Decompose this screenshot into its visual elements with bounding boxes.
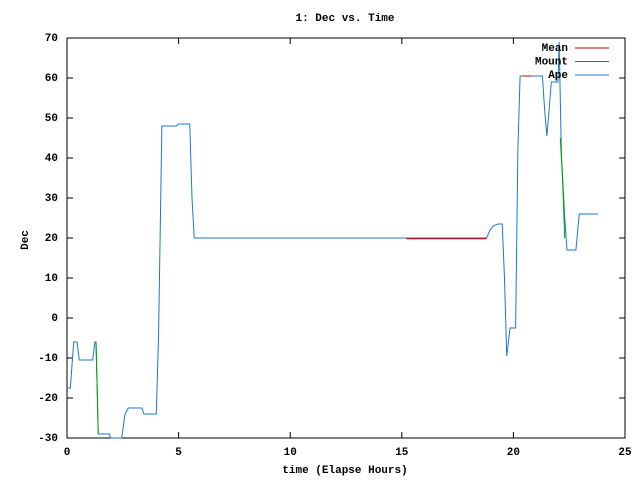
x-tick-label: 15 xyxy=(395,447,409,459)
y-axis-label: Dec xyxy=(20,230,32,250)
y-tick-label: -20 xyxy=(38,393,58,405)
x-tick-label: 10 xyxy=(284,447,297,459)
y-tick-label: 20 xyxy=(45,233,58,245)
x-tick-label: 25 xyxy=(618,447,632,459)
x-tick-label: 20 xyxy=(507,447,520,459)
legend-label: Mean xyxy=(542,43,568,55)
legend-label: Ape xyxy=(548,70,568,82)
y-tick-label: -30 xyxy=(38,433,58,445)
series-line xyxy=(559,137,566,239)
y-tick-label: 70 xyxy=(45,33,58,45)
y-tick-label: 60 xyxy=(45,73,58,85)
series-line xyxy=(95,341,99,435)
chart-title: 1: Dec vs. Time xyxy=(295,13,394,25)
y-tick-label: -10 xyxy=(38,353,58,365)
y-tick-label: 0 xyxy=(51,313,58,325)
x-tick-label: 5 xyxy=(175,447,182,459)
y-tick-label: 10 xyxy=(45,273,58,285)
y-tick-label: 50 xyxy=(45,113,58,125)
legend-label: Mount xyxy=(535,56,568,68)
y-tick-label: 30 xyxy=(45,193,58,205)
x-axis-label: time (Elapse Hours) xyxy=(282,465,407,477)
y-tick-label: 40 xyxy=(45,153,58,165)
x-tick-label: 0 xyxy=(64,447,71,459)
